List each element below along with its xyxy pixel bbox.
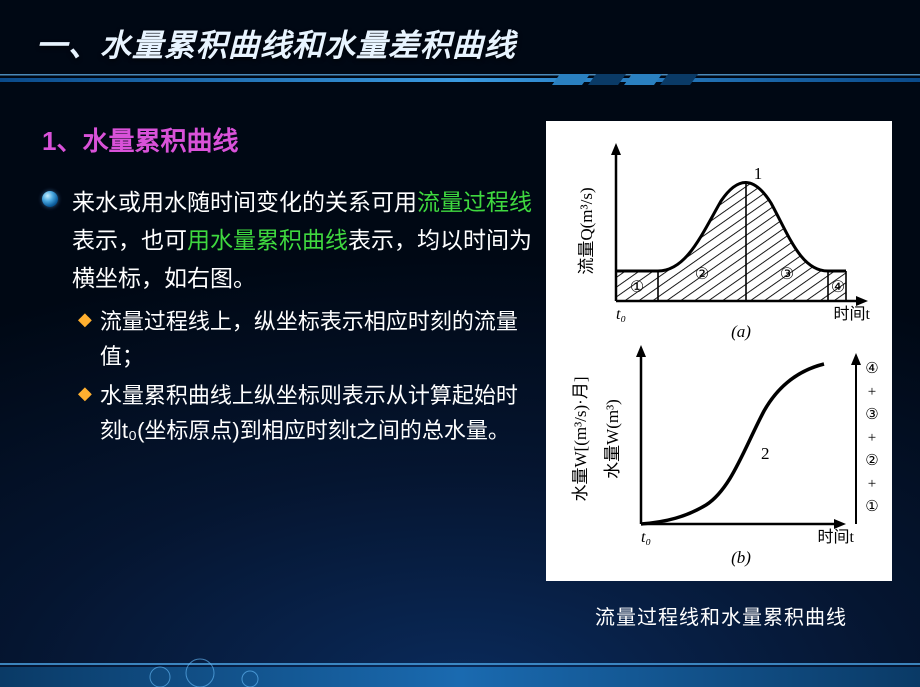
fig-b-t0: t₀: [641, 529, 651, 546]
highlight-1: 流量过程线: [417, 189, 532, 215]
bullet-sphere-icon: [42, 191, 58, 207]
fig-b-time: 时间t: [818, 528, 855, 546]
sub-bullet: ◆ 水量累积曲线上纵坐标则表示从计算起始时刻t₀(坐标原点)到相应时刻t之间的总…: [78, 378, 536, 448]
subtitle: 1、水量累积曲线: [42, 121, 536, 158]
figure-container: ① ② ③ ④ 1 流量Q(m³/s) t₀ 时间t (a): [546, 121, 892, 581]
right-column: ① ② ③ ④ 1 流量Q(m³/s) t₀ 时间t (a): [546, 121, 896, 630]
sub-text-1: 流量过程线上，纵坐标表示相应时刻的流量值；: [100, 304, 536, 374]
fig-a-ylabel: 流量Q(m³/s): [577, 187, 596, 274]
sub-text-2: 水量累积曲线上纵坐标则表示从计算起始时刻t₀(坐标原点)到相应时刻t之间的总水量…: [100, 378, 536, 448]
left-column: 1、水量累积曲线 来水或用水随时间变化的关系可用流量过程线表示，也可用水量累积曲…: [42, 121, 546, 630]
rb-2: ②: [865, 453, 878, 469]
diamond-icon: ◆: [78, 309, 92, 374]
content-area: 1、水量累积曲线 来水或用水随时间变化的关系可用流量过程线表示，也可用水量累积曲…: [0, 97, 920, 630]
bottom-decor: [0, 647, 920, 687]
rb-4: ④: [865, 361, 878, 377]
zone-2: ②: [695, 266, 709, 283]
figure-svg: ① ② ③ ④ 1 流量Q(m³/s) t₀ 时间t (a): [546, 121, 892, 581]
curve-1-label: 1: [754, 164, 763, 183]
fig-a-t0: t₀: [616, 306, 626, 323]
main-bullet: 来水或用水随时间变化的关系可用流量过程线表示，也可用水量累积曲线表示，均以时间为…: [42, 184, 536, 298]
rb-1: ①: [865, 499, 878, 515]
page-title: 一、水量累积曲线和水量差积曲线: [36, 20, 880, 65]
highlight-2: 用水量累积曲线: [187, 227, 348, 253]
fig-a-cap: (a): [731, 322, 751, 341]
zone-3: ③: [780, 266, 794, 283]
diamond-icon: ◆: [78, 383, 92, 448]
text-mid: 表示，也可: [72, 227, 187, 253]
zone-4: ④: [831, 279, 845, 296]
rb-3: ③: [865, 407, 878, 423]
rb-p2: +: [868, 430, 876, 446]
fig-b-ylabel2: 水量W(m³): [603, 399, 622, 479]
figure-caption: 流量过程线和水量累积曲线: [546, 601, 896, 630]
main-paragraph: 来水或用水随时间变化的关系可用流量过程线表示，也可用水量累积曲线表示，均以时间为…: [72, 184, 536, 298]
title-bar: 一、水量累积曲线和水量差积曲线: [0, 0, 920, 97]
fig-b-cap: (b): [731, 548, 751, 567]
fig-b-ylabel1: 水量W[(m³/s)·月]: [571, 376, 590, 501]
zone-1: ①: [630, 279, 644, 296]
text-pre: 来水或用水随时间变化的关系可用: [72, 189, 417, 215]
sub-bullet: ◆ 流量过程线上，纵坐标表示相应时刻的流量值；: [78, 304, 536, 374]
fig-a-time: 时间t: [834, 305, 871, 323]
title-underline: [0, 71, 920, 87]
curve-2-label: 2: [761, 444, 770, 463]
sub-bullet-list: ◆ 流量过程线上，纵坐标表示相应时刻的流量值； ◆ 水量累积曲线上纵坐标则表示从…: [78, 304, 536, 449]
rb-p3: +: [868, 384, 876, 400]
rb-p1: +: [868, 476, 876, 492]
